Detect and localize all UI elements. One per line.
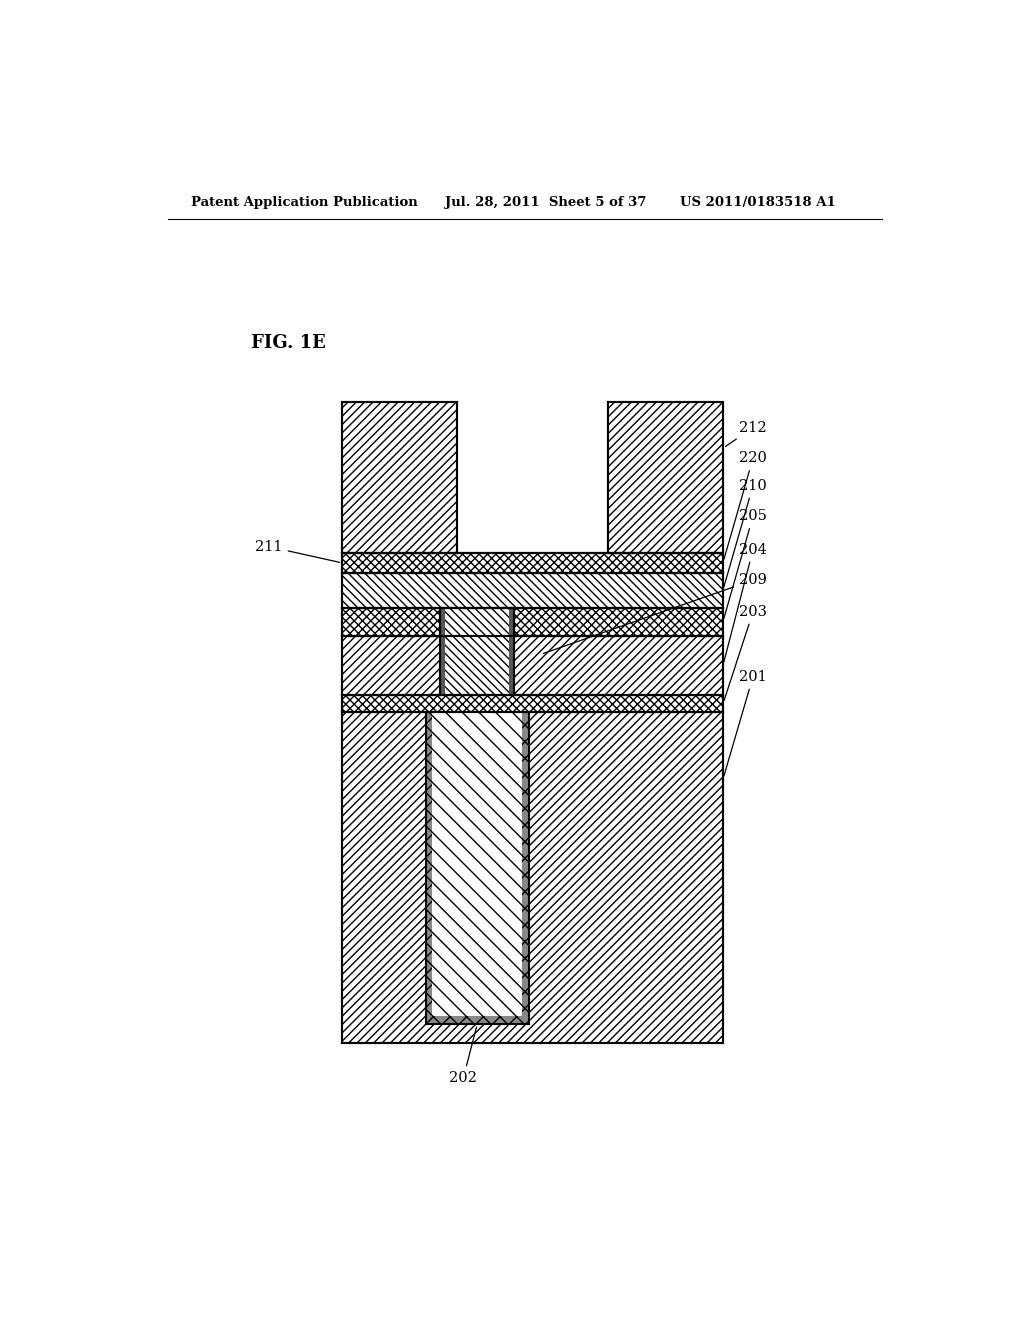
Bar [514,636,723,696]
Bar [342,403,458,553]
Bar [432,713,522,1016]
Text: US 2011/0183518 A1: US 2011/0183518 A1 [680,195,836,209]
Text: 204: 204 [724,543,767,661]
Bar [342,573,723,607]
Bar [426,713,432,1024]
Bar [342,573,723,607]
Text: 205: 205 [724,510,767,618]
Bar [342,553,723,1043]
Bar [440,607,445,696]
Bar [426,1016,528,1024]
Bar [426,713,528,1024]
Bar [342,403,458,553]
Bar [342,636,440,696]
Bar [342,713,723,1043]
Bar [342,696,723,713]
Text: 209: 209 [544,573,767,653]
Bar [342,713,723,1043]
Bar [522,713,528,1024]
Bar [440,607,514,636]
Text: 210: 210 [724,479,767,586]
Text: 201: 201 [724,669,767,776]
Text: 211: 211 [255,540,340,562]
Text: 220: 220 [724,451,767,560]
Bar [445,607,509,696]
Bar [342,607,440,636]
Text: Jul. 28, 2011  Sheet 5 of 37: Jul. 28, 2011 Sheet 5 of 37 [445,195,647,209]
Text: 212: 212 [725,421,767,446]
Bar [342,553,723,573]
Bar [342,607,440,636]
Bar [514,607,723,636]
Text: FIG. 1E: FIG. 1E [251,334,326,352]
Bar [509,607,514,696]
Bar [426,1016,528,1024]
Bar [608,403,723,553]
Bar [608,403,723,553]
Bar [608,403,723,553]
Bar [514,636,723,696]
Bar [342,696,723,713]
Bar [440,636,514,696]
Bar [432,713,522,1016]
Bar [342,636,440,696]
Bar [522,713,528,1024]
Text: 203: 203 [724,605,767,701]
Bar [426,713,432,1024]
Bar [342,403,458,553]
Text: 202: 202 [450,1027,477,1085]
Bar [514,607,723,636]
Bar [342,553,723,573]
Text: Patent Application Publication: Patent Application Publication [191,195,418,209]
Bar [445,607,509,696]
